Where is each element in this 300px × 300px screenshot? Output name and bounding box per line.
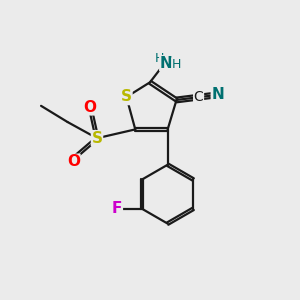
Text: H: H (172, 58, 181, 71)
Text: N: N (211, 87, 224, 102)
Text: N: N (160, 56, 172, 70)
Text: F: F (112, 201, 122, 216)
Text: O: O (83, 100, 96, 115)
Text: C: C (194, 90, 203, 104)
Text: H: H (155, 52, 164, 65)
Text: S: S (121, 89, 132, 104)
Text: O: O (67, 154, 80, 169)
Text: S: S (92, 131, 103, 146)
